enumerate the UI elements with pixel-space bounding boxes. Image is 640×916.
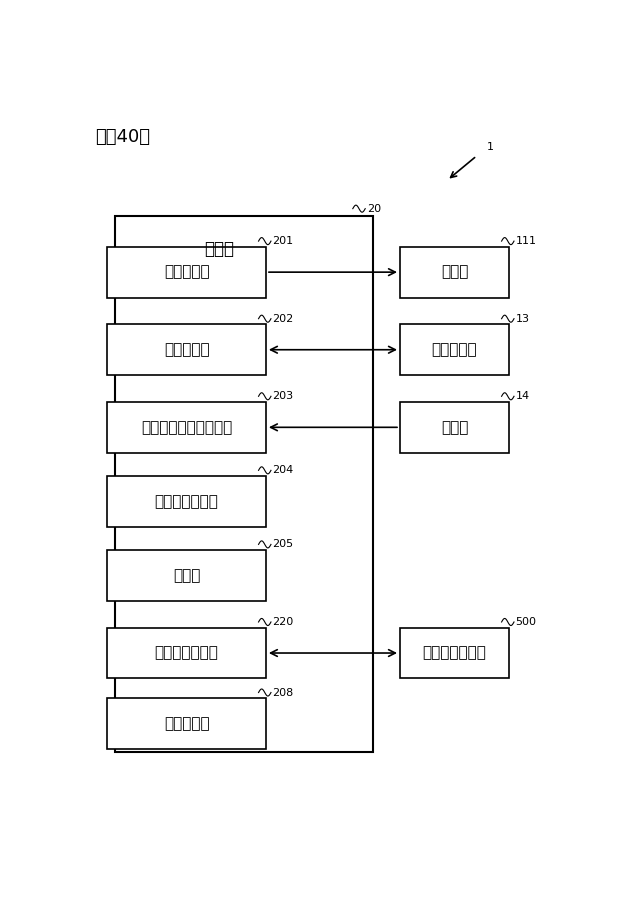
Text: 14: 14: [515, 391, 530, 401]
Bar: [108, 627, 266, 679]
Text: 205: 205: [273, 540, 294, 550]
Bar: [400, 627, 509, 679]
Text: 制御部: 制御部: [204, 240, 234, 258]
Bar: [108, 402, 266, 453]
Text: 画像生成部: 画像生成部: [164, 265, 209, 279]
Text: 204: 204: [273, 465, 294, 475]
Text: 203: 203: [273, 391, 294, 401]
Text: 20: 20: [367, 203, 381, 213]
Text: キャリブレーション部: キャリブレーション部: [141, 420, 232, 435]
Text: 表示位置制御部: 表示位置制御部: [155, 646, 219, 660]
Text: 検出基準制御部: 検出基準制御部: [155, 494, 219, 509]
Text: 220: 220: [273, 617, 294, 627]
Text: 201: 201: [273, 236, 294, 246]
Text: 表示器: 表示器: [441, 265, 468, 279]
Text: 音声検出部: 音声検出部: [164, 716, 209, 731]
Bar: [108, 698, 266, 749]
Bar: [400, 324, 509, 376]
Bar: [115, 216, 372, 752]
Bar: [400, 246, 509, 298]
Text: 操作検出器: 操作検出器: [431, 343, 477, 357]
Text: 111: 111: [515, 236, 536, 246]
Text: 13: 13: [515, 313, 529, 323]
Bar: [108, 246, 266, 298]
Text: 208: 208: [273, 688, 294, 697]
Text: 表示位置変更部: 表示位置変更部: [422, 646, 486, 660]
Text: 表示制御部: 表示制御部: [164, 343, 209, 357]
Text: 202: 202: [273, 313, 294, 323]
Bar: [108, 476, 266, 527]
Bar: [108, 324, 266, 376]
Text: 500: 500: [515, 617, 536, 627]
Text: 集音器: 集音器: [441, 420, 468, 435]
Text: 1: 1: [486, 142, 493, 152]
Text: 記憶部: 記憶部: [173, 568, 200, 583]
Text: 【図40】: 【図40】: [95, 127, 150, 146]
Bar: [400, 402, 509, 453]
Bar: [108, 550, 266, 601]
